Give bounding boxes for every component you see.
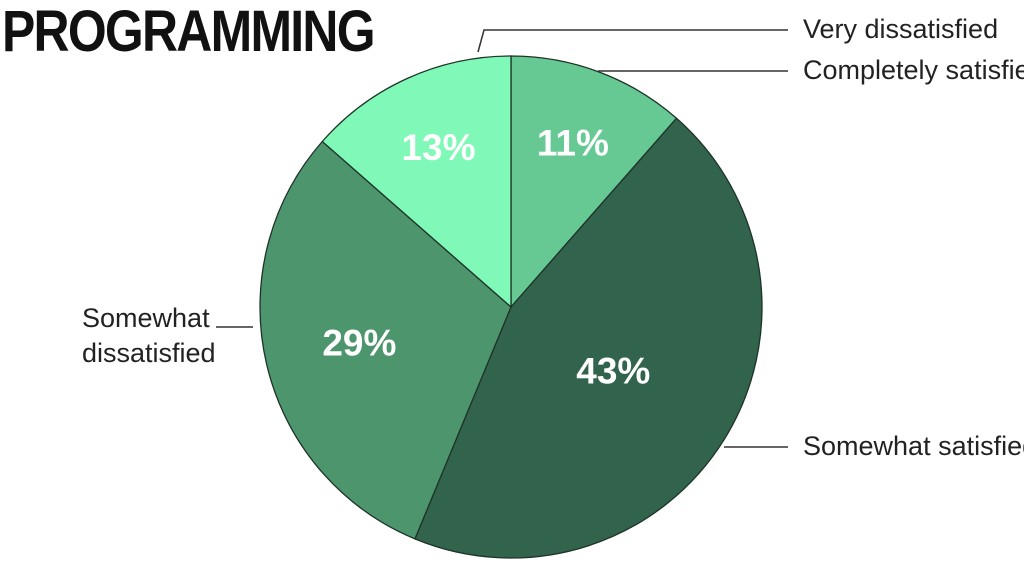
- slice-value-label: 11%: [537, 123, 609, 164]
- pie-slice-somewhat-satisfied: [414, 117, 763, 559]
- callout-line: [477, 29, 788, 53]
- chart-title: PROGRAMMING: [2, 0, 376, 64]
- pie-slice-somewhat-dissatisfied: [259, 140, 512, 540]
- callout-label: Somewhat satisfied: [803, 431, 1024, 461]
- callout-label: Completely satisfied: [803, 55, 1024, 85]
- callout-label: Somewhat: [82, 303, 210, 333]
- pie-slice-completely-satisfied: [510, 55, 678, 309]
- slice-value-label: 13%: [401, 127, 475, 168]
- pie-slice-very-dissatisfied: [321, 55, 512, 309]
- callout-label: dissatisfied: [82, 338, 216, 368]
- callout-label: Very dissatisfied: [803, 14, 998, 44]
- slice-value-label: 29%: [322, 322, 396, 363]
- slice-value-label: 43%: [576, 351, 650, 392]
